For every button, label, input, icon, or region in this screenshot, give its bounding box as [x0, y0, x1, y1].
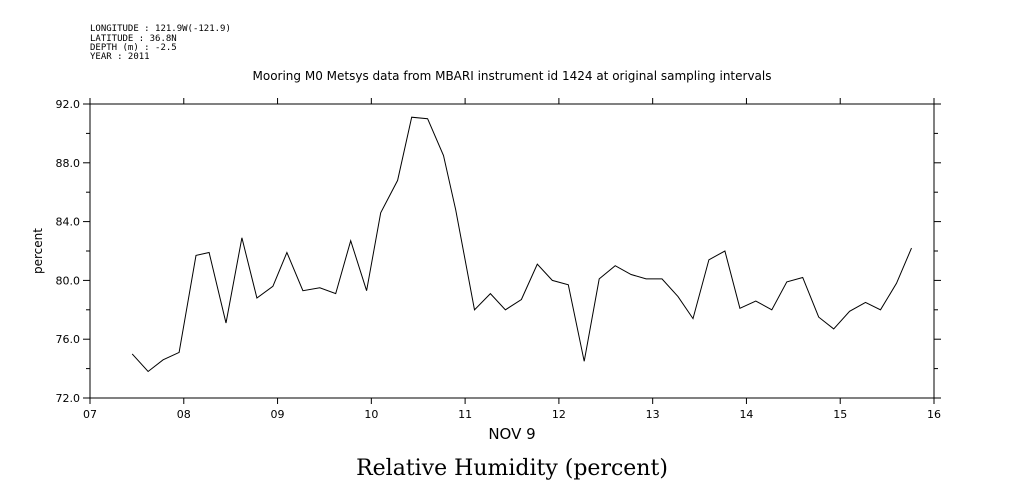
axis-ticks: 07 08 09 10 11 12 13 14 15 16 72.0 76.0 80.0 84.0 88.0…: [56, 98, 941, 421]
chart-title: Mooring M0 Metsys data from MBARI instru…: [253, 69, 772, 83]
latitude-label: LATITUDE : 36.8N: [90, 34, 177, 44]
depth-label: DEPTH (m) : -2.5: [90, 43, 177, 53]
x-tick-label: 07: [83, 408, 97, 421]
x-tick-label: 14: [739, 408, 753, 421]
longitude-label: LONGITUDE : 121.9W(-121.9): [90, 24, 231, 34]
x-tick-label: 09: [271, 408, 285, 421]
y-tick-label: 92.0: [56, 98, 81, 111]
x-axis-label: NOV 9: [488, 425, 535, 443]
year-label: YEAR : 2011: [90, 52, 150, 62]
plot-frame: [89, 103, 935, 399]
x-tick-label: 15: [833, 408, 847, 421]
x-tick-label: 12: [552, 408, 566, 421]
series-line: [131, 116, 912, 373]
x-tick-label: 16: [927, 408, 941, 421]
series-layer: [131, 116, 912, 373]
y-tick-label: 88.0: [56, 157, 81, 170]
x-tick-label: 13: [646, 408, 660, 421]
x-tick-label: 10: [364, 408, 378, 421]
footer-title: Relative Humidity (percent): [356, 456, 668, 481]
y-axis-label: percent: [31, 228, 45, 274]
y-tick-label: 72.0: [56, 392, 81, 405]
y-tick-label: 80.0: [56, 274, 81, 287]
x-tick-label: 11: [458, 408, 472, 421]
x-tick-label: 08: [177, 408, 191, 421]
y-tick-label: 76.0: [56, 333, 81, 346]
y-tick-label: 84.0: [56, 216, 81, 229]
